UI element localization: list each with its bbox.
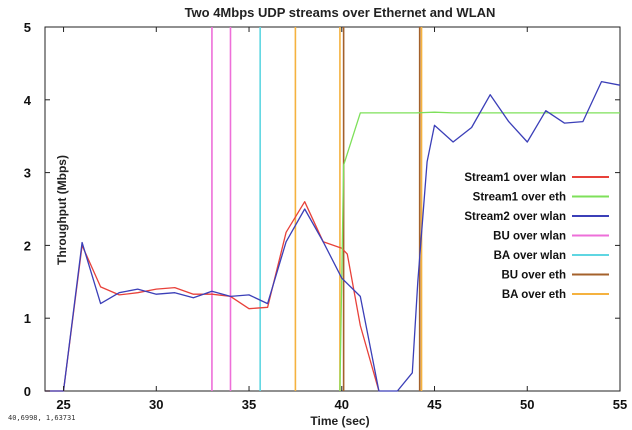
- series-line-stream1-over-eth: [339, 111, 620, 392]
- y-tick-label: 3: [24, 166, 31, 181]
- series-line-stream1-over-wlan: [45, 201, 380, 392]
- vertical-markers: [211, 27, 423, 391]
- legend-label-ba-over-eth: BA over eth: [502, 289, 566, 301]
- legend: Stream1 over wlan Stream1 over eth Stream2…: [464, 172, 609, 301]
- x-axis-label: Time (sec): [310, 414, 369, 428]
- x-tick-label: 35: [242, 397, 256, 412]
- legend-label-stream1-over-eth: Stream1 over eth: [473, 192, 566, 204]
- series-lines: [45, 80, 621, 392]
- y-tick-label: 4: [24, 93, 32, 108]
- y-tick-label: 2: [24, 238, 31, 253]
- series-line-stream2-over-wlan: [45, 80, 621, 392]
- legend-label-ba-over-wlan: BA over wlan: [494, 250, 566, 262]
- x-tick-label: 40: [335, 397, 349, 412]
- legend-label-stream1-over-wlan: Stream1 over wlan: [464, 172, 566, 184]
- legend-label-bu-over-eth: BU over eth: [501, 270, 566, 282]
- coordinate-readout: 40,6998, 1,63731: [8, 414, 76, 422]
- x-tick-label: 25: [56, 397, 70, 412]
- x-tick-label: 45: [427, 397, 441, 412]
- y-axis-label: Throughput (Mbps): [55, 155, 69, 265]
- x-tick-label: 55: [613, 397, 627, 412]
- legend-label-bu-over-wlan: BU over wlan: [493, 231, 566, 243]
- y-tick-label: 1: [24, 311, 31, 326]
- plot-area: [44, 26, 621, 392]
- y-tick-label: 0: [24, 384, 31, 399]
- x-tick-label: 30: [149, 397, 163, 412]
- y-tick-label: 5: [24, 20, 31, 35]
- chart-title: Two 4Mbps UDP streams over Ethernet and …: [185, 5, 496, 20]
- x-tick-label: 50: [520, 397, 534, 412]
- legend-label-stream2-over-wlan: Stream2 over wlan: [464, 211, 566, 223]
